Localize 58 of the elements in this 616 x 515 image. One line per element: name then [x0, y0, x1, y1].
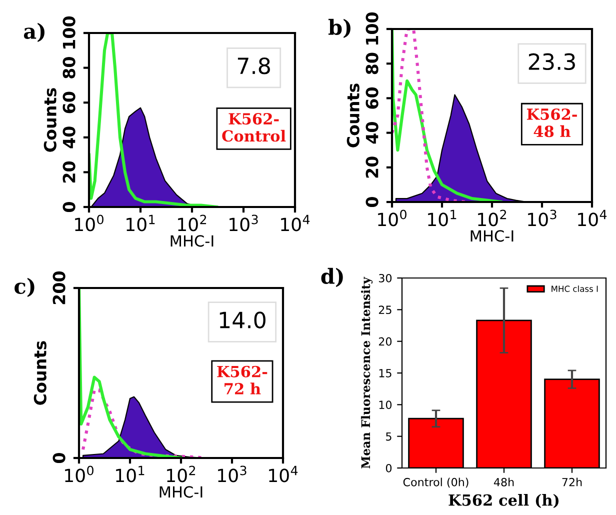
y-tick-label: 5: [386, 432, 392, 441]
y-tick-label: 0: [386, 464, 392, 472]
x-tick-label: 10$^{2}$: [178, 214, 206, 232]
y-tick-label: 80: [366, 52, 378, 74]
y-tick-label: 60: [62, 92, 76, 114]
x-axis-title: MHC-I: [170, 235, 214, 247]
x-tick-label: 10$^{1}$: [428, 210, 456, 226]
x-tick-label: 10$^{1}$: [116, 466, 144, 482]
x-tick-label: 10$^{2}$: [167, 466, 196, 482]
y-tick-label: 200: [52, 271, 66, 304]
x-tick-label: 10$^{3}$: [218, 466, 246, 482]
y-tick-label: 40: [62, 126, 76, 148]
y-axis-title: Mean Fluorescence Intensity: [360, 276, 373, 468]
x-tick-label: 10$^{4}$: [578, 210, 607, 226]
x-tick-label: 10$^{2}$: [478, 210, 506, 226]
chart-title: b): [328, 18, 350, 38]
y-tick-label: 20: [378, 337, 392, 346]
x-tick-label: 10$^{3}$: [230, 214, 258, 232]
chart-title: a): [24, 22, 44, 42]
legend-label: MHC class I: [552, 286, 598, 292]
x-tick-label: 10$^{1}$: [126, 214, 155, 232]
annotation: 23.3: [528, 53, 575, 70]
y-tick-label: 20: [62, 161, 76, 182]
y-tick-label: 0: [52, 453, 66, 463]
annotation: 7.8: [238, 57, 270, 74]
x-axis-title: K562 cell (h): [448, 494, 559, 508]
y-tick-label: 15: [379, 369, 392, 378]
y-tick-label: 80: [62, 57, 76, 78]
x-tick-label: 10$^{4}$: [281, 214, 310, 232]
x-tick-label: 10$^{0}$: [378, 210, 406, 226]
y-axis-title: Counts: [44, 88, 56, 152]
chart-title: c): [14, 278, 34, 297]
y-tick-label: 40: [366, 122, 378, 144]
y-tick-label: 30: [378, 274, 392, 282]
x-tick-label: 10$^{4}$: [269, 466, 298, 482]
x-axis-title: MHC-I: [470, 230, 514, 242]
x-tick-label: 72h: [562, 478, 582, 486]
x-tick-label: 48h: [494, 478, 514, 486]
y-axis-title: Counts: [346, 84, 360, 148]
x-tick-label: Control (0h): [403, 478, 468, 488]
y-tick-label: 10: [379, 400, 392, 410]
x-axis-title: MHC-I: [160, 486, 202, 498]
y-tick-label: 0: [62, 202, 76, 212]
y-tick-label: 0: [366, 197, 378, 207]
y-tick-label: 100: [62, 16, 76, 49]
y-axis-title: Counts: [34, 341, 46, 405]
x-tick-label: 10$^{0}$: [75, 214, 104, 232]
annotation: 14.0: [220, 312, 266, 328]
chart-title: d): [321, 268, 343, 287]
annotation: K562- 72 h: [217, 366, 268, 394]
y-tick-label: 100: [366, 12, 378, 45]
annotation: K562- 48 h: [526, 108, 577, 138]
x-tick-label: 10$^{0}$: [65, 466, 94, 482]
y-tick-label: 60: [366, 87, 378, 109]
annotation: K562- Control: [222, 113, 286, 142]
y-tick-label: 25: [378, 306, 392, 314]
x-tick-label: 10$^{3}$: [528, 210, 556, 226]
y-tick-label: 20: [366, 156, 378, 178]
